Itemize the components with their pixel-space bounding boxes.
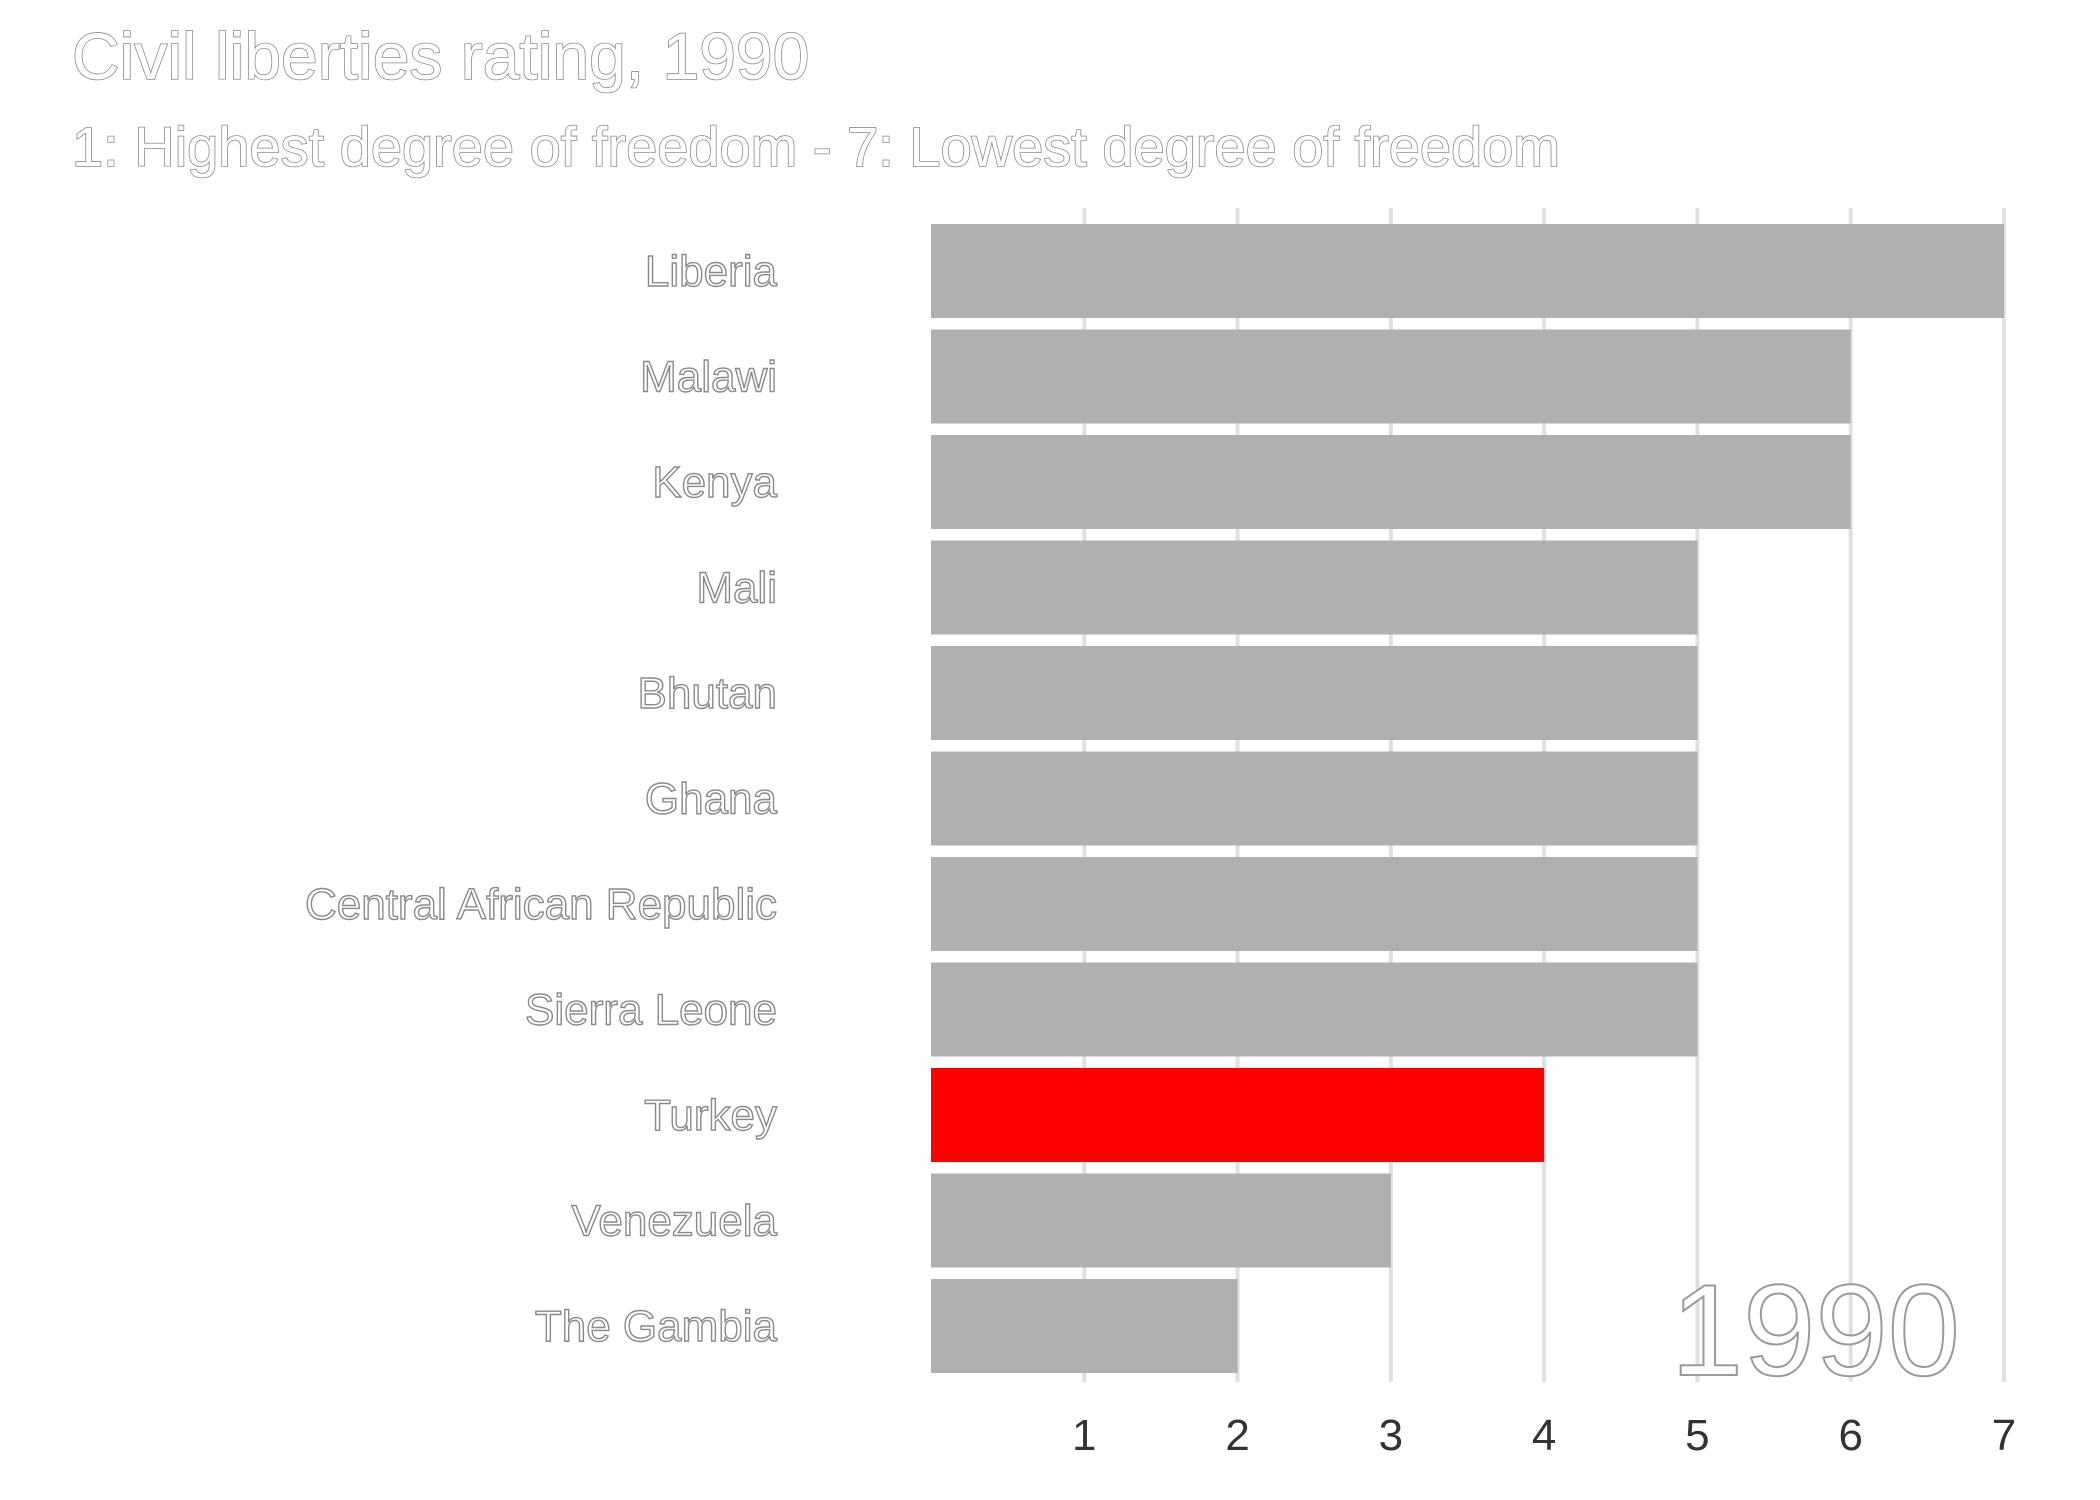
x-tick-label-2: 2 xyxy=(1225,1411,1249,1460)
x-tick-label-1: 1 xyxy=(1072,1411,1096,1460)
bar-mali xyxy=(931,540,1698,635)
bar-malawi xyxy=(931,329,1851,424)
year-label: 1990 xyxy=(1671,1257,1960,1403)
x-tick-label-5: 5 xyxy=(1685,1411,1709,1460)
category-label-liberia: Liberia xyxy=(645,247,778,296)
chart-title: Civil liberties rating, 1990 xyxy=(71,18,810,94)
category-label-sierra-leone: Sierra Leone xyxy=(525,986,777,1035)
x-tick-label-3: 3 xyxy=(1379,1411,1403,1460)
bar-bhutan xyxy=(931,646,1698,740)
bar-kenya xyxy=(931,435,1851,529)
category-label-malawi: Malawi xyxy=(640,353,777,402)
bar-liberia xyxy=(931,224,2004,318)
category-label-venezuela: Venezuela xyxy=(571,1197,777,1246)
x-axis-ticks: 1 2 3 4 5 6 7 xyxy=(1072,1411,2016,1460)
bar-venezuela xyxy=(931,1173,1391,1268)
category-label-mali: Mali xyxy=(696,564,777,613)
bar-the-gambia xyxy=(931,1279,1238,1373)
bar-ghana xyxy=(931,751,1698,846)
bar-sierra-leone xyxy=(931,962,1698,1057)
category-label-ghana: Ghana xyxy=(645,775,778,824)
bar-central-african-republic xyxy=(931,857,1698,951)
bar-turkey xyxy=(931,1068,1545,1162)
category-label-bhutan: Bhutan xyxy=(638,669,777,718)
chart-subtitle: 1: Highest degree of freedom - 7: Lowest… xyxy=(71,114,1561,179)
bars xyxy=(931,224,2004,1373)
x-tick-label-4: 4 xyxy=(1532,1411,1556,1460)
x-tick-label-6: 6 xyxy=(1838,1411,1862,1460)
category-label-the-gambia: The Gambia xyxy=(535,1302,778,1351)
category-label-central-african-republic: Central African Republic xyxy=(305,880,777,929)
x-tick-label-7: 7 xyxy=(1992,1411,2016,1460)
category-label-turkey: Turkey xyxy=(644,1091,777,1140)
category-labels: Liberia Malawi Kenya Mali Bhutan Ghana Central… xyxy=(304,246,778,1351)
category-label-kenya: Kenya xyxy=(652,458,777,507)
